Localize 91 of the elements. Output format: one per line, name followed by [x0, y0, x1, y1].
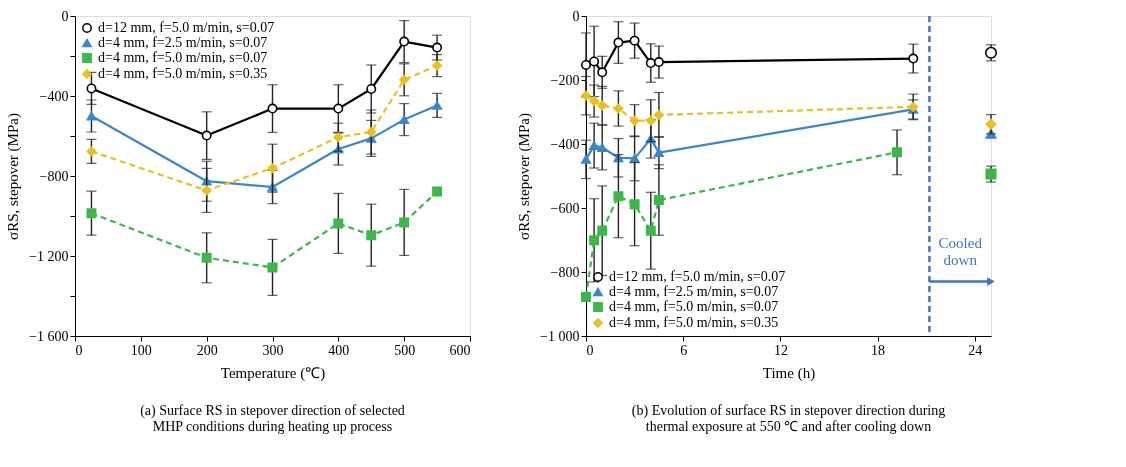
- point: [589, 56, 600, 67]
- point: [597, 225, 608, 236]
- point: [581, 291, 591, 302]
- legend-label: d=12 mm, f=5.0 m/min, s=0.07: [609, 269, 786, 284]
- point: [366, 84, 377, 94]
- point: [333, 218, 344, 229]
- x-tick-label: 0: [586, 342, 594, 358]
- point: [645, 115, 656, 126]
- legend-label: d=4 mm, f=5.0 m/min, s=0.35: [98, 66, 268, 81]
- point: [432, 100, 443, 110]
- point: [86, 111, 97, 121]
- x-tick-label: 400: [328, 342, 350, 358]
- x-tick-label: 12: [773, 342, 788, 358]
- point: [86, 208, 97, 219]
- y-axis-title: σRS, stepover (MPa): [516, 113, 534, 240]
- point: [366, 230, 377, 241]
- x-axis-title: Temperature (℃): [220, 364, 326, 382]
- point: [267, 262, 278, 273]
- point: [645, 225, 656, 236]
- point: [366, 127, 377, 137]
- legend-label: d=4 mm, f=5.0 m/min, s=0.35: [609, 315, 779, 330]
- point: [653, 57, 664, 68]
- x-axis-title: Time (h): [762, 364, 816, 382]
- point: [597, 143, 608, 152]
- point: [432, 42, 443, 53]
- x-tick-label: 200: [196, 342, 218, 358]
- point: [399, 115, 410, 125]
- point: [892, 147, 903, 158]
- legend-label: d=4 mm, f=5.0 m/min, s=0.07: [609, 299, 779, 314]
- legend-label: d=4 mm, f=5.0 m/min, s=0.07: [98, 50, 268, 65]
- x-tick-label: 6: [680, 342, 688, 358]
- point: [613, 103, 624, 114]
- point: [597, 67, 608, 78]
- point: [908, 53, 919, 64]
- point: [201, 252, 212, 263]
- point: [629, 35, 640, 46]
- x-tick-label: 24: [968, 342, 983, 358]
- point: [629, 115, 640, 126]
- point: [653, 195, 664, 205]
- y-tick-label: −800: [550, 264, 580, 280]
- x-tick-label: 18: [871, 342, 886, 358]
- point: [589, 235, 600, 246]
- y-tick-label: 0: [572, 8, 580, 24]
- x-tick-label: 600: [449, 342, 471, 358]
- point: [597, 100, 608, 111]
- point: [201, 185, 212, 196]
- point: [333, 132, 344, 143]
- point: [267, 103, 278, 114]
- y-tick-label: −1 600: [29, 328, 69, 344]
- y-tick-label: −1 200: [29, 248, 69, 264]
- text: (b) Evolution of surface RS in stepover direction during thermal exposure at 550 ℃ and after cooling down: [631, 403, 946, 434]
- x-tick-label: 500: [394, 342, 416, 358]
- y-tick-label: 0: [61, 8, 69, 24]
- point: [399, 217, 410, 228]
- y-tick-label: −1 000: [540, 328, 580, 344]
- point: [653, 148, 664, 158]
- y-axis-title: σRS, stepover (MPa): [5, 113, 23, 240]
- point: [86, 146, 97, 157]
- point: [613, 37, 624, 48]
- x-tick-label: 100: [130, 342, 152, 358]
- point: [333, 103, 344, 114]
- point: [86, 83, 97, 94]
- y-tick-label: −400: [39, 88, 69, 104]
- point: [399, 36, 410, 47]
- y-tick-label: −200: [550, 72, 580, 88]
- x-tick-label: 0: [75, 342, 83, 358]
- point: [581, 154, 591, 164]
- point: [629, 199, 640, 210]
- point: [589, 141, 600, 151]
- point: [432, 60, 443, 71]
- legend-label: d=12 mm, f=5.0 m/min, s=0.07: [98, 20, 275, 35]
- point: [629, 153, 640, 163]
- legend-label: d=4 mm, f=2.5 m/min, s=0.07: [609, 284, 779, 299]
- y-tick-label: −800: [39, 168, 69, 184]
- y-tick-label: −400: [550, 136, 580, 152]
- legend-label: d=4 mm, f=2.5 m/min, s=0.07: [98, 35, 268, 50]
- point: [267, 163, 278, 174]
- point: [581, 59, 591, 70]
- point: [581, 90, 591, 101]
- point: [399, 74, 410, 85]
- x-tick-label: 300: [262, 342, 284, 358]
- annotation: Cooled down: [938, 235, 983, 269]
- point: [613, 191, 624, 202]
- point: [653, 109, 664, 120]
- text: (a) Surface RS in stepover direction of selected MHP conditions during heating up process: [140, 403, 405, 434]
- point: [985, 118, 997, 130]
- point: [589, 96, 600, 107]
- y-tick-label: −600: [550, 200, 580, 216]
- point: [432, 186, 443, 197]
- point: [201, 130, 212, 141]
- point: [645, 58, 656, 69]
